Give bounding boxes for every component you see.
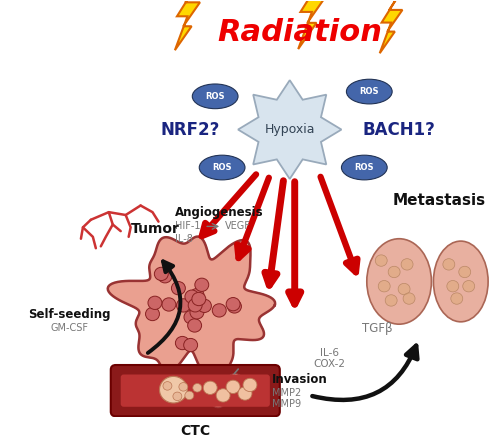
Circle shape (184, 339, 198, 352)
Circle shape (154, 267, 168, 281)
Ellipse shape (192, 84, 238, 109)
Text: TGFβ: TGFβ (362, 322, 392, 336)
Circle shape (188, 299, 202, 312)
Text: ROS: ROS (354, 163, 374, 172)
Polygon shape (298, 0, 328, 49)
Text: ROS: ROS (360, 87, 379, 96)
Text: CTC: CTC (180, 424, 210, 438)
Circle shape (163, 381, 172, 390)
Circle shape (403, 293, 415, 304)
Circle shape (176, 336, 190, 350)
Circle shape (463, 280, 474, 292)
Circle shape (185, 290, 199, 303)
Text: MMP2: MMP2 (272, 388, 301, 398)
Text: Hypoxia: Hypoxia (264, 123, 315, 136)
Circle shape (447, 280, 459, 292)
Circle shape (172, 282, 185, 295)
Circle shape (378, 280, 390, 292)
Text: GM-CSF: GM-CSF (50, 323, 88, 333)
Text: HIF-1: HIF-1 (176, 221, 201, 231)
Circle shape (188, 319, 202, 332)
Circle shape (226, 297, 240, 311)
Circle shape (398, 283, 410, 295)
Text: Invasion: Invasion (272, 373, 328, 386)
Circle shape (216, 389, 230, 402)
Text: Self-seeding: Self-seeding (28, 308, 110, 321)
Circle shape (203, 381, 217, 395)
Circle shape (227, 374, 243, 389)
Circle shape (228, 300, 241, 313)
Circle shape (190, 288, 204, 302)
Circle shape (146, 307, 160, 321)
Text: BACH1?: BACH1? (362, 120, 436, 138)
Ellipse shape (200, 155, 245, 180)
Text: VEGF: VEGF (225, 221, 251, 231)
Circle shape (459, 266, 470, 278)
Circle shape (443, 259, 455, 270)
Circle shape (212, 304, 226, 317)
Circle shape (385, 295, 397, 306)
Text: ROS: ROS (212, 163, 232, 172)
Ellipse shape (342, 155, 387, 180)
Text: Radiation: Radiation (217, 18, 382, 47)
Polygon shape (238, 80, 342, 179)
Circle shape (198, 299, 211, 312)
Circle shape (192, 293, 206, 306)
Circle shape (238, 387, 252, 400)
Circle shape (451, 293, 463, 304)
Text: COX-2: COX-2 (314, 359, 346, 369)
Circle shape (179, 382, 188, 391)
Text: MMP9: MMP9 (272, 399, 301, 409)
Polygon shape (380, 0, 404, 53)
Circle shape (190, 306, 204, 319)
Polygon shape (108, 237, 275, 383)
Circle shape (193, 384, 202, 392)
Text: ROS: ROS (206, 92, 225, 101)
Text: Metastasis: Metastasis (392, 193, 486, 208)
Circle shape (148, 296, 162, 310)
Circle shape (184, 311, 198, 324)
Ellipse shape (367, 239, 432, 324)
Circle shape (388, 266, 400, 278)
Ellipse shape (346, 79, 392, 104)
Text: Angiogenesis: Angiogenesis (176, 206, 264, 219)
FancyBboxPatch shape (120, 374, 270, 407)
Circle shape (210, 392, 226, 408)
Circle shape (160, 376, 188, 403)
FancyBboxPatch shape (111, 365, 280, 416)
Circle shape (226, 380, 240, 393)
Ellipse shape (434, 241, 488, 322)
Circle shape (186, 297, 200, 311)
Circle shape (185, 391, 194, 399)
Circle shape (401, 259, 413, 270)
Circle shape (376, 255, 387, 266)
Circle shape (158, 270, 172, 283)
Circle shape (176, 299, 190, 312)
Circle shape (195, 278, 209, 291)
Text: Tumor: Tumor (131, 222, 180, 236)
Polygon shape (175, 0, 202, 50)
Circle shape (173, 392, 182, 401)
Circle shape (162, 298, 176, 311)
Text: NRF2?: NRF2? (160, 120, 220, 138)
Text: IL-8: IL-8 (176, 234, 194, 244)
Text: IL-6: IL-6 (320, 348, 339, 358)
Circle shape (243, 378, 257, 392)
